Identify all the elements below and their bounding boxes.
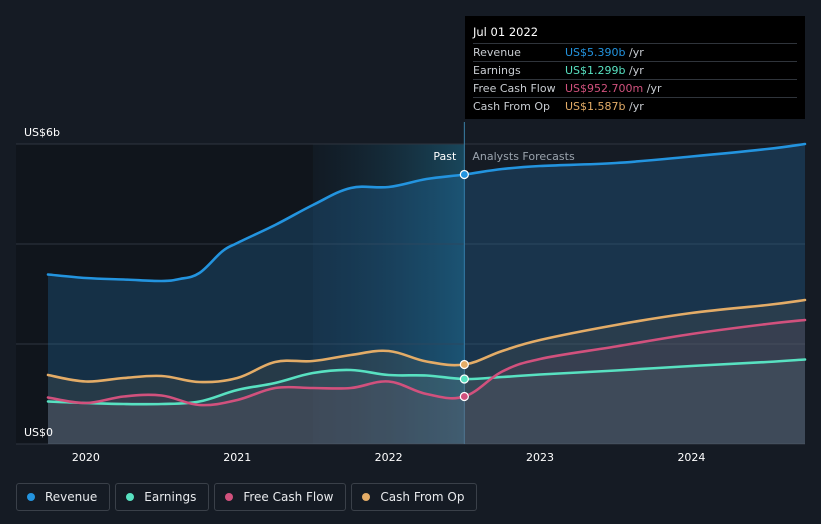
tooltip-unit: /yr: [629, 100, 644, 113]
past-label: Past: [433, 150, 457, 163]
tooltip-label: Earnings: [473, 64, 521, 77]
highlight-region: [312, 144, 465, 444]
forecast-label: Analysts Forecasts: [472, 150, 575, 163]
legend-label: Revenue: [45, 490, 98, 504]
tooltip-value: US$5.390b: [565, 46, 626, 59]
tooltip-value: US$952.700m: [565, 82, 644, 95]
tooltip-row-earnings: Earnings US$1.299b /yr: [473, 62, 797, 80]
tooltip-label: Revenue: [473, 46, 521, 59]
tooltip-value: US$1.299b: [565, 64, 626, 77]
tooltip-value: US$1.587b: [565, 100, 626, 113]
legend-dot-icon: [126, 493, 135, 501]
x-tick-label: 2022: [375, 451, 403, 464]
tooltip-date: Jul 01 2022: [473, 24, 797, 44]
tooltip-row-cash-from-op: Cash From Op US$1.587b /yr: [473, 98, 797, 115]
legend-item-earnings[interactable]: Earnings: [115, 483, 210, 511]
y-axis-bottom-label: US$0: [24, 426, 53, 439]
legend-item-revenue[interactable]: Revenue: [16, 483, 111, 511]
earnings-area: [48, 359, 805, 444]
tooltip-unit: /yr: [646, 82, 662, 95]
legend-dot-icon: [225, 493, 234, 501]
revenue-line: [46, 142, 807, 283]
tooltip-row-free-cash-flow: Free Cash Flow US$952.700m /yr: [473, 80, 797, 98]
free-cash-flow-marker: [459, 391, 469, 402]
legend-dot-icon: [362, 493, 371, 501]
x-tick-label: 2021: [223, 451, 251, 464]
x-tick-label: 2024: [677, 451, 705, 464]
cash-from-op-line: [46, 298, 807, 384]
legend-label: Free Cash Flow: [243, 490, 334, 504]
legend-item-cash-from-op[interactable]: Cash From Op: [351, 483, 478, 511]
x-tick-label: 2023: [526, 451, 554, 464]
cash-from-op-marker: [459, 359, 469, 370]
tooltip-unit: /yr: [629, 46, 644, 59]
earnings-marker: [459, 374, 469, 384]
tooltip-unit: /yr: [629, 64, 644, 77]
revenue-marker: [459, 169, 469, 180]
earnings-line: [46, 358, 807, 406]
y-axis-top-label: US$6b: [24, 126, 60, 139]
x-tick-label: 2020: [72, 451, 100, 464]
tooltip-label: Cash From Op: [473, 100, 551, 113]
free-cash-flow-area: [48, 320, 805, 444]
free-cash-flow-line: [46, 318, 807, 407]
legend-dot-icon: [27, 493, 35, 501]
legend: Revenue Earnings Free Cash Flow Cash Fro…: [16, 483, 478, 513]
revenue-area: [48, 144, 805, 444]
tooltip-label: Free Cash Flow: [473, 82, 556, 95]
tooltip-row-revenue: Revenue US$5.390b /yr: [473, 44, 797, 62]
cash-from-op-area: [48, 300, 805, 444]
tooltip: Jul 01 2022 Revenue US$5.390b /yr Earning…: [465, 16, 805, 119]
legend-label: Cash From Op: [380, 490, 465, 504]
legend-item-free-cash-flow[interactable]: Free Cash Flow: [214, 483, 347, 511]
legend-label: Earnings: [144, 490, 197, 504]
